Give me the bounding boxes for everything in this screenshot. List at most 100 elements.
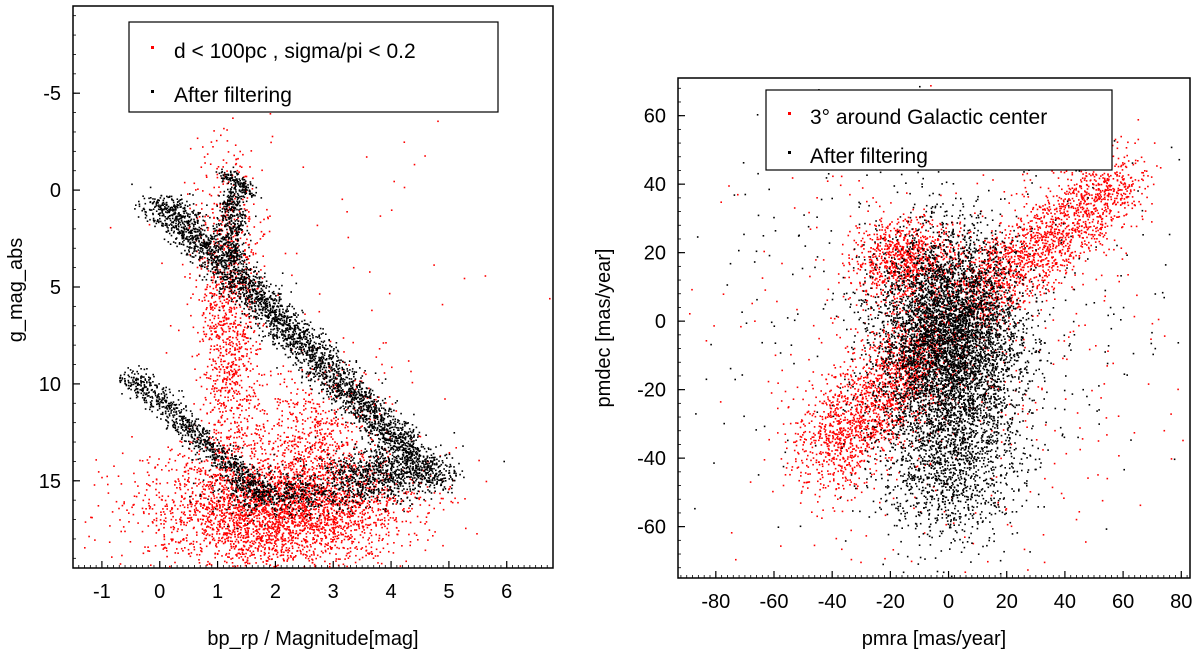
data-point <box>388 476 391 479</box>
data-point <box>275 543 277 545</box>
data-point <box>174 492 177 494</box>
data-point <box>395 503 398 505</box>
data-point <box>295 530 298 532</box>
data-point <box>216 167 218 170</box>
data-point <box>216 232 219 234</box>
data-point <box>214 304 216 306</box>
data-point <box>289 531 292 533</box>
data-point <box>243 510 245 512</box>
data-point <box>272 553 275 556</box>
data-point <box>305 522 308 524</box>
data-point <box>236 447 239 450</box>
data-point <box>324 371 326 373</box>
data-point <box>387 509 389 512</box>
data-point <box>300 465 302 467</box>
data-point <box>258 505 260 508</box>
data-point <box>218 366 220 368</box>
data-point <box>223 476 225 479</box>
data-point <box>222 339 224 342</box>
data-point <box>308 510 310 512</box>
data-point <box>234 234 236 237</box>
data-point <box>304 494 307 496</box>
data-point <box>310 411 313 413</box>
data-point <box>369 516 371 519</box>
data-point <box>260 269 262 271</box>
data-point <box>214 393 216 396</box>
data-point <box>315 421 318 424</box>
data-point <box>210 392 212 395</box>
data-point <box>163 523 165 525</box>
data-point <box>259 475 261 478</box>
data-point <box>428 529 431 531</box>
data-point <box>216 374 219 377</box>
data-point <box>368 537 370 539</box>
data-point <box>229 378 231 381</box>
data-point <box>255 515 257 517</box>
data-point <box>215 437 217 439</box>
data-point <box>230 547 233 549</box>
data-point <box>204 257 206 259</box>
data-point <box>250 552 253 554</box>
data-point <box>211 314 214 317</box>
data-point <box>427 512 429 515</box>
data-point <box>231 495 233 498</box>
data-point <box>308 479 311 481</box>
data-point <box>206 377 208 379</box>
data-point <box>252 550 255 553</box>
data-point <box>285 512 287 515</box>
data-point <box>289 461 292 464</box>
data-point <box>278 518 280 521</box>
data-point <box>201 300 204 302</box>
data-point <box>256 514 259 517</box>
data-point <box>302 520 304 522</box>
data-point <box>247 562 249 565</box>
data-point <box>321 460 323 462</box>
data-point <box>242 198 244 201</box>
data-point <box>316 525 319 528</box>
data-point <box>329 552 331 555</box>
data-point <box>158 491 160 494</box>
data-point <box>180 511 183 514</box>
data-point <box>236 371 238 373</box>
data-point <box>241 335 243 338</box>
data-point <box>261 523 264 526</box>
data-point <box>375 398 377 401</box>
data-point <box>347 526 349 529</box>
data-point <box>147 550 149 552</box>
data-point <box>254 493 256 496</box>
data-point <box>249 321 252 323</box>
data-point <box>200 523 203 526</box>
data-point <box>339 558 341 560</box>
data-point <box>273 513 275 516</box>
data-point <box>214 553 216 555</box>
data-point <box>264 506 266 508</box>
data-point <box>269 514 271 517</box>
data-point <box>257 513 260 516</box>
data-point <box>237 348 239 351</box>
data-point <box>242 363 244 365</box>
data-point <box>247 399 250 401</box>
data-point <box>206 365 209 368</box>
data-point <box>386 543 389 545</box>
data-point <box>256 506 258 508</box>
data-point <box>410 370 412 373</box>
data-point <box>315 455 318 458</box>
data-point <box>271 517 274 519</box>
data-point <box>333 476 336 478</box>
data-point <box>294 435 296 438</box>
data-point <box>385 533 388 536</box>
data-point <box>183 511 186 513</box>
data-point <box>199 473 202 475</box>
data-point <box>249 303 251 306</box>
data-point <box>225 343 228 346</box>
data-point <box>346 441 349 444</box>
data-point <box>345 474 347 476</box>
data-point <box>345 409 348 411</box>
data-point <box>261 448 263 450</box>
data-point <box>347 465 349 468</box>
data-point <box>258 510 260 512</box>
data-point <box>244 561 246 564</box>
data-point <box>190 450 193 452</box>
data-point <box>218 449 220 452</box>
data-point <box>440 497 443 500</box>
